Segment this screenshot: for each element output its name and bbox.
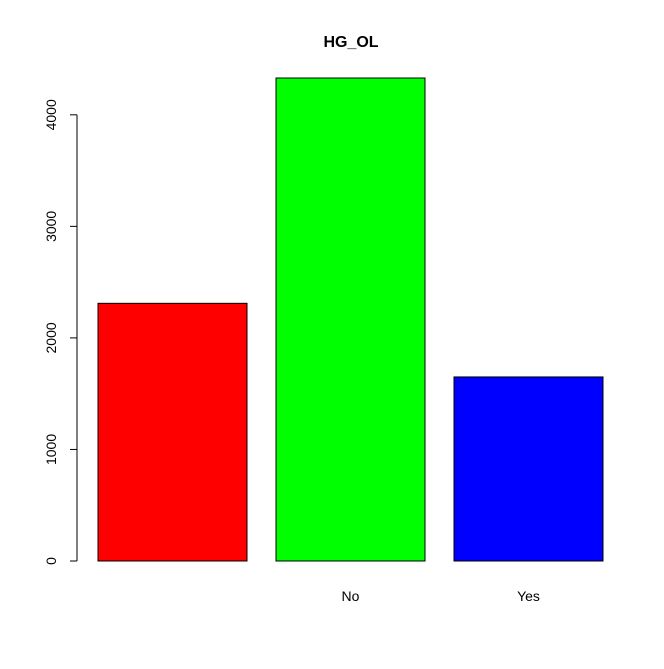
bar-yes	[453, 376, 604, 562]
bar-no	[275, 77, 426, 562]
chart-title: HG_OL	[323, 34, 378, 51]
y-tick-label: 2000	[43, 322, 59, 353]
y-axis: 0 1000 2000 3000 4000	[43, 99, 78, 565]
y-tick-label: 4000	[43, 99, 59, 130]
x-tick-label: No	[342, 588, 360, 604]
y-tick-label: 0	[43, 557, 59, 565]
x-tick-label: Yes	[517, 588, 540, 604]
y-tick-label: 1000	[43, 434, 59, 465]
y-tick-label: 3000	[43, 211, 59, 242]
bar-blank	[97, 302, 248, 562]
x-axis-labels: No Yes	[342, 588, 540, 604]
bars-layer	[97, 77, 604, 562]
